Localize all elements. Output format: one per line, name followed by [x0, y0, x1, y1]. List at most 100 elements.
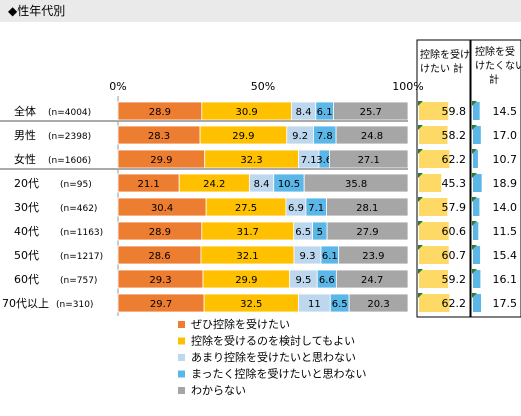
bar-value-label: 29.9 [232, 131, 254, 142]
bar-value-label: 21.1 [137, 179, 159, 190]
legend-swatch [178, 337, 185, 345]
bar-value-label: 30.4 [151, 203, 173, 214]
bar-value-label: 9.3 [300, 251, 316, 262]
summary-value-1: 45.3 [442, 177, 467, 190]
bar-value-label: 24.8 [361, 131, 383, 142]
summary-value-1: 59.2 [442, 273, 467, 286]
category-n: (n=4004) [48, 108, 91, 118]
summary-bar-2 [473, 150, 478, 168]
summary-value-2: 15.4 [493, 249, 518, 262]
bar-value-label: 6.6 [319, 275, 335, 286]
bar-value-label: 9.2 [292, 131, 308, 142]
cell-corner-marker [472, 125, 477, 130]
cell-corner-marker [472, 221, 477, 226]
bar-value-label: 6.9 [288, 203, 304, 214]
cell-corner-marker [472, 149, 477, 154]
cell-corner-marker [418, 269, 423, 274]
summary-value-1: 58.2 [442, 129, 467, 142]
legend-item-label: わからない [191, 384, 246, 397]
header-bar: ◆性年代別 [0, 0, 521, 22]
summary-frame-1 [416, 39, 471, 318]
bar-value-label: 29.9 [235, 275, 257, 286]
summary-value-1: 62.2 [442, 297, 467, 310]
bar-value-label: 23.9 [362, 251, 384, 262]
legend-swatch [178, 321, 185, 328]
category-n: (n=757) [60, 276, 97, 286]
chart-title: ◆性年代別 [8, 4, 66, 18]
summary-value-1: 59.8 [442, 105, 467, 118]
category-n: (n=462) [60, 204, 97, 214]
bar-value-label: 29.9 [150, 155, 172, 166]
summary-bar-1 [419, 294, 450, 312]
cell-corner-marker [418, 173, 423, 178]
bar-value-label: 24.7 [361, 275, 383, 286]
summary-bar-2 [473, 294, 482, 312]
bar-segment [303, 173, 409, 193]
summary-bar-2 [473, 246, 481, 264]
cell-corner-marker [472, 245, 477, 250]
summary-bar-2 [473, 198, 480, 216]
summary-value-1: 57.9 [442, 201, 467, 214]
category-label: 男性 [14, 128, 36, 142]
cell-corner-marker [418, 245, 423, 250]
legend-swatch [178, 354, 185, 361]
bar-value-label: 27.9 [356, 227, 378, 238]
bar-segment [348, 293, 409, 313]
bar-value-label: 6.1 [317, 107, 333, 118]
category-n: (n=1163) [60, 228, 103, 238]
bar-value-label: 24.2 [203, 179, 225, 190]
summary-bar-2 [473, 102, 480, 120]
category-label: 40代 [14, 225, 39, 238]
legend-swatch [178, 387, 185, 394]
cell-corner-marker [472, 173, 477, 178]
summary-value-2: 14.0 [493, 201, 518, 214]
summary-value-1: 62.2 [442, 153, 467, 166]
bar-segment [333, 101, 409, 121]
x-tick-label: 0% [109, 80, 126, 93]
bar-value-label: 7.1 [308, 203, 324, 214]
summary-value-2: 16.1 [493, 273, 518, 286]
summary-bar-1 [419, 150, 450, 168]
x-tick-label: 100% [392, 80, 423, 93]
category-n: (n=2398) [48, 132, 91, 142]
category-n: (n=1217) [60, 252, 103, 262]
cell-corner-marker [418, 101, 423, 106]
bar-value-label: 32.1 [236, 251, 258, 262]
category-label: 70代以上 [2, 297, 49, 310]
cell-corner-marker [472, 197, 477, 202]
category-n: (n=95) [60, 180, 92, 190]
category-n: (n=310) [56, 300, 93, 310]
summary-bar-2 [473, 270, 481, 288]
summary-bar-2 [473, 174, 482, 192]
bar-value-label: 11 [308, 299, 321, 310]
summary-bar-2 [473, 126, 481, 144]
legend-item-label: ぜひ控除を受けたい [191, 317, 290, 331]
summary-value-2: 18.9 [493, 177, 518, 190]
summary-value-1: 60.7 [442, 249, 467, 262]
cell-corner-marker [472, 101, 477, 106]
bar-value-label: 20.3 [367, 299, 389, 310]
summary-value-2: 17.5 [493, 297, 518, 310]
bar-value-label: 30.9 [235, 107, 257, 118]
bar-segment [335, 269, 409, 289]
summary-bar-1 [419, 174, 442, 192]
category-label: 女性 [14, 152, 36, 166]
category-label: 60代 [14, 273, 39, 286]
legend-item-label: まったく控除を受けたいと思わない [191, 367, 367, 381]
bar-segment [335, 125, 409, 145]
bar-value-label: 29.7 [150, 299, 172, 310]
bar-value-label: 5 [317, 227, 323, 238]
bar-segment [329, 149, 409, 169]
bar-value-label: 3.6 [316, 155, 332, 166]
bar-value-label: 8.4 [296, 107, 312, 118]
summary-value-1: 60.6 [442, 225, 467, 238]
summary-bar-1 [419, 102, 449, 120]
summary-value-2: 11.5 [493, 225, 518, 238]
summary-frame-2 [470, 39, 521, 318]
bar-segment [326, 221, 409, 241]
bar-value-label: 9.5 [296, 275, 312, 286]
bar-value-label: 6.5 [295, 227, 311, 238]
category-label: 20代 [14, 177, 39, 190]
summary-bar-1 [419, 246, 449, 264]
